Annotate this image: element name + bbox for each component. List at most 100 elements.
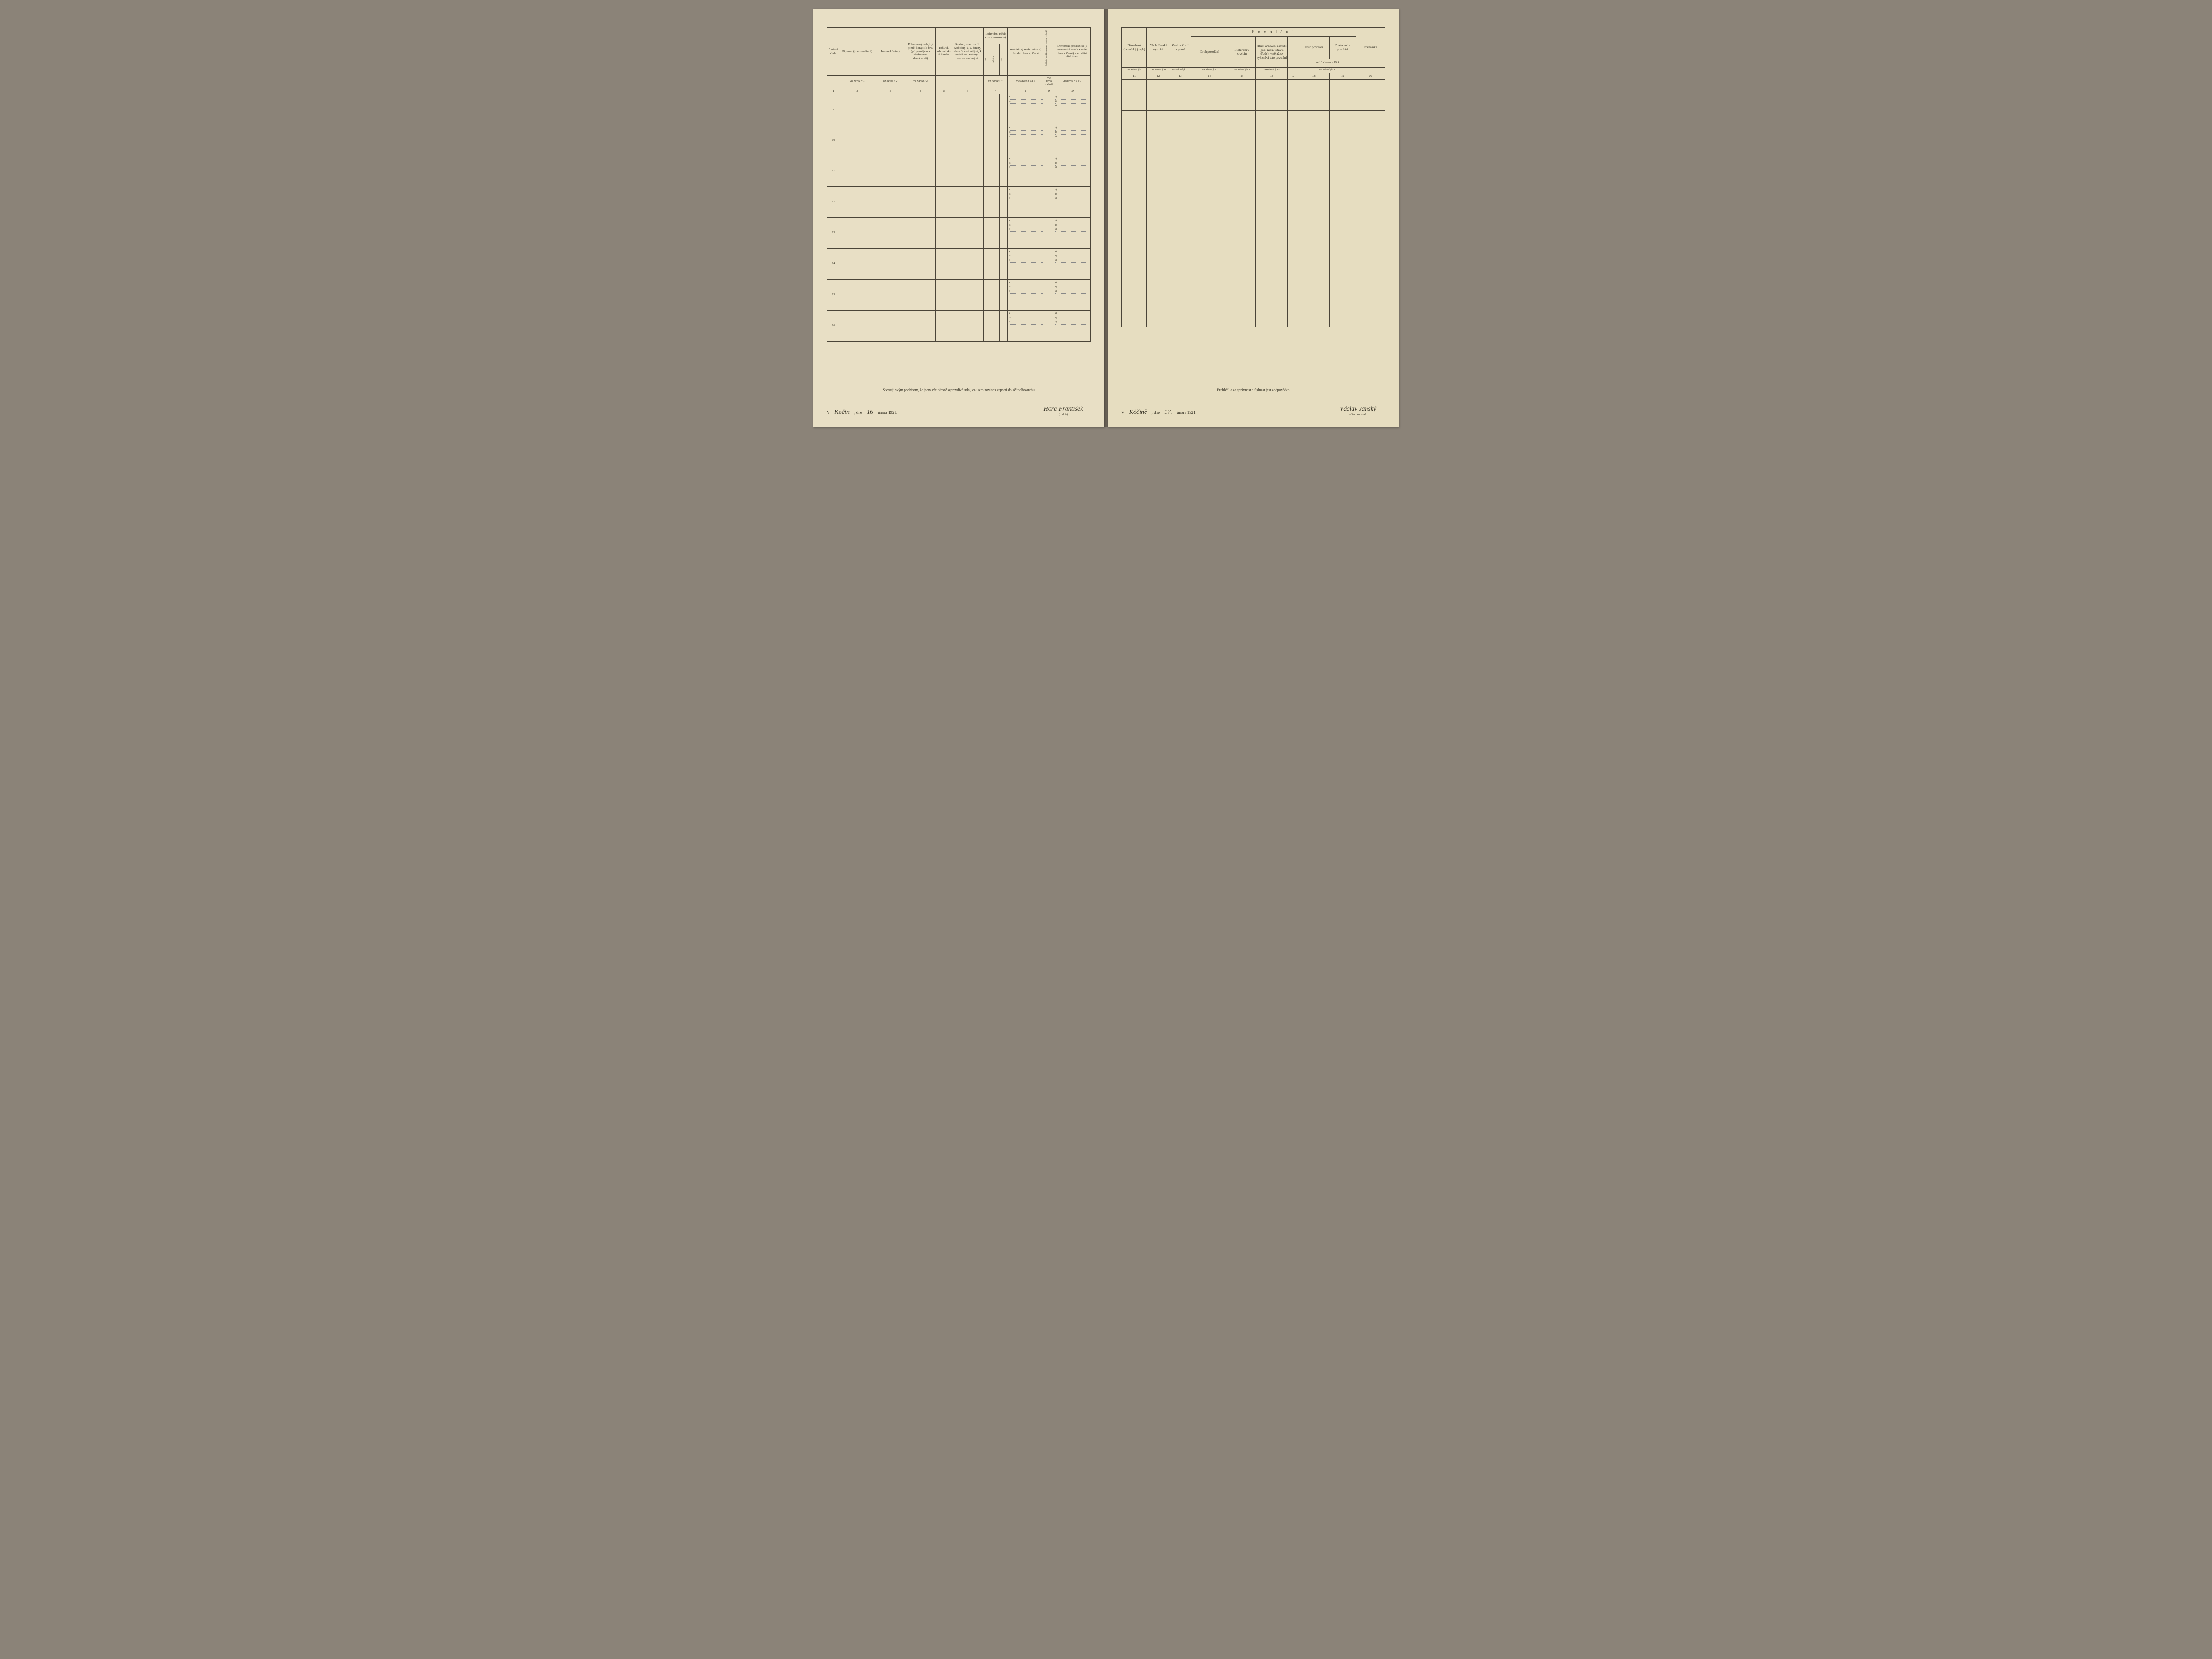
- cell-abc: a)b)c): [1054, 248, 1090, 279]
- cell: [1256, 234, 1288, 265]
- col-1-header: Řadové číslo: [827, 28, 840, 76]
- num-10: 10: [1054, 88, 1090, 94]
- col-17-header: [1288, 36, 1298, 67]
- num-17: 17: [1288, 73, 1298, 79]
- cell: [1288, 234, 1298, 265]
- col-12-header: Ná- boženské vyznání: [1147, 28, 1170, 68]
- cell: [1000, 279, 1008, 310]
- signature: Hora František: [1036, 406, 1091, 413]
- cell: [1044, 156, 1054, 186]
- cell: [1147, 234, 1170, 265]
- cell: [1044, 125, 1054, 156]
- cell: [1256, 265, 1288, 296]
- cell: [935, 186, 952, 217]
- cell: [905, 186, 936, 217]
- cell: [1356, 296, 1385, 327]
- table-row: 10a)b)c)a)b)c): [827, 125, 1091, 156]
- cell: [1356, 172, 1385, 203]
- cell: [1356, 110, 1385, 141]
- cell: [1170, 110, 1191, 141]
- cell: [935, 94, 952, 125]
- cell-abc: a)b)c): [1054, 310, 1090, 341]
- cell: [991, 310, 1000, 341]
- cell: [840, 125, 875, 156]
- cell: [1170, 234, 1191, 265]
- cell: [1147, 79, 1170, 110]
- row-number: 11: [827, 156, 840, 186]
- cell: [1288, 296, 1298, 327]
- cell-abc: a)b)c): [1054, 217, 1090, 248]
- place-prefix: V: [827, 410, 830, 415]
- cell: [905, 217, 936, 248]
- cell: [840, 279, 875, 310]
- table-row: [1122, 172, 1385, 203]
- cell: [991, 125, 1000, 156]
- cell-abc: a)b)c): [1054, 94, 1090, 125]
- cell: [1044, 310, 1054, 341]
- num-2: 2: [840, 88, 875, 94]
- cell: [991, 186, 1000, 217]
- col-4-header: Příbuzenský neb jiný poměr k majiteli by…: [905, 28, 936, 76]
- cell: [1256, 296, 1288, 327]
- col-7-sub-dne: dne: [983, 44, 991, 76]
- cell: [1000, 248, 1008, 279]
- cell: [1256, 110, 1288, 141]
- cell: [875, 94, 905, 125]
- ref-14: viz návod § 11: [1191, 68, 1228, 73]
- cell: [1191, 296, 1228, 327]
- cell: [952, 156, 983, 186]
- cell: [983, 94, 991, 125]
- ref-9: viz návod § 4 a 6: [1044, 76, 1054, 88]
- cell: [1122, 296, 1147, 327]
- ref-4: viz návod § 3: [905, 76, 936, 88]
- cell: [905, 94, 936, 125]
- cell: [1288, 203, 1298, 234]
- cell: [991, 248, 1000, 279]
- cell: [1228, 296, 1256, 327]
- row-number: 14: [827, 248, 840, 279]
- cell: [1191, 110, 1228, 141]
- cell: [1330, 110, 1356, 141]
- cell: [1228, 265, 1256, 296]
- right-signature-block: Václav Janský sčítací komisař.: [1331, 406, 1385, 416]
- place-prefix-r: V: [1121, 410, 1124, 415]
- row-number: 9: [827, 94, 840, 125]
- ref-17: [1288, 68, 1298, 73]
- right-footer: Prohlédl a za správnost a úplnost jest z…: [1121, 388, 1385, 416]
- col-5-header: Pohlaví, zda mužské či ženské: [935, 28, 952, 76]
- cell-abc: a)b)c): [1054, 156, 1090, 186]
- num-1: 1: [827, 88, 840, 94]
- cell: [1228, 234, 1256, 265]
- cell: [1288, 110, 1298, 141]
- date-day: 16: [863, 409, 877, 416]
- cell-abc: a)b)c): [1007, 310, 1044, 341]
- cell: [1122, 203, 1147, 234]
- cell: [905, 310, 936, 341]
- cell: [1256, 79, 1288, 110]
- cell: [1356, 203, 1385, 234]
- cell: [1256, 172, 1288, 203]
- left-footer-statement: Stvrzuji svým podpisem, že jsem vše přes…: [827, 388, 1091, 392]
- cell: [952, 279, 983, 310]
- right-top-row: Národnost (mateřský jazyk) Ná- boženské …: [1122, 28, 1385, 37]
- cell-abc: a)b)c): [1007, 156, 1044, 186]
- cell: [875, 310, 905, 341]
- column-number-row: 1 2 3 4 5 6 7 8 9 10: [827, 88, 1091, 94]
- num-5: 5: [935, 88, 952, 94]
- cell: [983, 217, 991, 248]
- cell: [952, 94, 983, 125]
- census-table-right: Národnost (mateřský jazyk) Ná- boženské …: [1121, 27, 1385, 327]
- cell: [952, 217, 983, 248]
- cell-abc: a)b)c): [1007, 125, 1044, 156]
- cell: [1256, 203, 1288, 234]
- table-row: 14a)b)c)a)b)c): [827, 248, 1091, 279]
- cell: [1288, 265, 1298, 296]
- cell: [1147, 265, 1170, 296]
- place-value: Kočin: [831, 409, 853, 416]
- date-day-r: 17.: [1161, 409, 1176, 416]
- cell: [1330, 79, 1356, 110]
- cell: [1147, 296, 1170, 327]
- table-row: [1122, 110, 1385, 141]
- cell: [875, 125, 905, 156]
- col-18-19-date: dne 16. července 1914: [1298, 59, 1356, 67]
